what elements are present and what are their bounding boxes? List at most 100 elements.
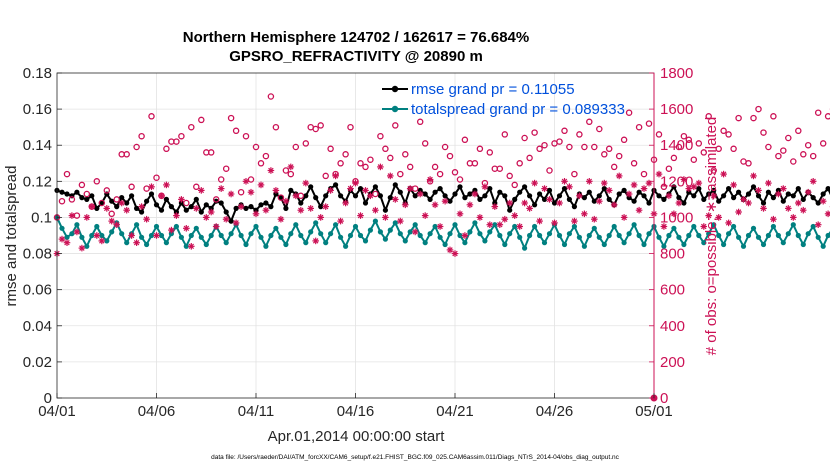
data-point-totalspread: [721, 241, 727, 248]
data-point-possible: [317, 122, 324, 129]
data-point-rmse: [671, 184, 677, 190]
data-point-possible: [685, 136, 693, 144]
data-point-totalspread: [696, 232, 702, 239]
data-point-totalspread: [601, 241, 607, 248]
data-point-possible: [720, 127, 727, 135]
data-point-totalspread: [144, 241, 150, 248]
data-point-rmse: [661, 196, 667, 202]
data-point-assimilated: [163, 181, 170, 189]
data-point-possible: [501, 131, 509, 138]
data-point-totalspread: [367, 227, 373, 233]
data-point-rmse: [676, 195, 682, 201]
data-point-totalspread: [527, 232, 533, 239]
data-point-rmse: [158, 207, 165, 213]
data-point-totalspread: [631, 222, 637, 228]
data-point-rmse: [726, 186, 732, 192]
data-point-totalspread: [318, 231, 324, 237]
data-point-possible: [217, 176, 225, 183]
data-point-possible: [804, 141, 812, 149]
data-point-assimilated: [342, 199, 349, 207]
data-point-assimilated: [710, 192, 717, 200]
data-point-rmse: [636, 189, 642, 195]
data-point-possible: [476, 145, 484, 153]
data-point-rmse: [233, 205, 239, 211]
data-point-possible: [68, 196, 76, 203]
data-point-possible: [770, 113, 777, 120]
data-point-totalspread: [298, 232, 304, 239]
data-point-possible: [63, 170, 71, 178]
data-point-possible: [556, 138, 563, 145]
data-point-possible: [282, 167, 290, 174]
data-point-assimilated: [88, 203, 96, 210]
data-point-assimilated: [526, 205, 533, 212]
right-y-tick-label: 600: [660, 282, 685, 299]
right-y-tick-label: 1000: [660, 209, 693, 226]
data-point-assimilated: [566, 183, 573, 191]
data-point-totalspread: [482, 238, 488, 244]
data-point-totalspread: [303, 240, 309, 246]
data-point-possible: [416, 118, 424, 126]
data-point-assimilated: [292, 192, 300, 200]
data-point-rmse: [144, 198, 150, 204]
data-point-rmse: [482, 193, 488, 199]
data-point-assimilated: [421, 212, 429, 219]
data-point-totalspread: [432, 223, 438, 230]
data-point-assimilated: [222, 215, 230, 223]
data-point-possible: [451, 169, 459, 176]
data-point-totalspread: [223, 240, 229, 246]
data-point-rmse: [606, 196, 612, 202]
data-point-assimilated: [551, 219, 558, 227]
data-point-rmse: [183, 207, 189, 213]
data-point-totalspread: [517, 234, 523, 240]
data-point-totalspread: [198, 234, 204, 240]
data-point-totalspread: [467, 229, 473, 235]
data-point-assimilated: [227, 190, 235, 198]
data-point-rmse: [447, 198, 453, 204]
data-point-totalspread: [168, 231, 174, 237]
data-point-totalspread: [820, 243, 826, 249]
data-point-possible: [128, 183, 135, 191]
data-point-assimilated: [158, 192, 165, 200]
data-point-rmse: [745, 191, 752, 197]
data-point-rmse: [59, 189, 65, 195]
data-point-possible: [680, 132, 688, 140]
data-point-totalspread: [153, 223, 160, 230]
data-point-totalspread: [173, 223, 179, 230]
data-point-possible: [775, 152, 782, 160]
data-point-possible: [705, 113, 712, 120]
data-point-totalspread: [731, 223, 737, 230]
data-point-assimilated: [610, 201, 618, 209]
data-point-assimilated: [232, 219, 240, 227]
data-point-assimilated: [367, 192, 374, 200]
data-point-assimilated: [332, 172, 339, 180]
x-tick-label: 04/01: [38, 403, 76, 420]
data-point-possible: [461, 136, 469, 144]
data-point-rmse: [750, 184, 757, 190]
data-point-rmse: [706, 191, 712, 197]
data-point-assimilated: [521, 199, 528, 207]
data-point-assimilated: [58, 235, 66, 243]
data-point-totalspread: [253, 223, 259, 230]
data-point-rmse: [432, 189, 438, 195]
data-point-possible: [571, 170, 578, 178]
left-y-tick-label: 0.18: [23, 65, 52, 82]
data-point-rmse: [89, 193, 95, 199]
right-y-axis-label: # of obs: o=possible; ∗=assimilated: [703, 117, 720, 356]
data-point-possible: [690, 156, 698, 163]
data-point-rmse: [681, 200, 687, 206]
data-point-possible: [277, 194, 285, 201]
data-point-totalspread: [447, 231, 453, 237]
data-point-possible: [227, 114, 235, 122]
data-point-assimilated: [451, 250, 459, 257]
data-point-rmse: [492, 200, 498, 206]
data-point-possible: [824, 113, 830, 120]
data-point-rmse: [387, 195, 393, 201]
data-point-totalspread: [457, 232, 463, 239]
data-point-possible: [58, 197, 66, 205]
data-point-rmse: [417, 187, 423, 193]
data-point-rmse: [129, 193, 135, 199]
data-point-assimilated: [377, 163, 384, 171]
data-point-assimilated: [680, 176, 688, 183]
data-point-assimilated: [337, 217, 344, 225]
